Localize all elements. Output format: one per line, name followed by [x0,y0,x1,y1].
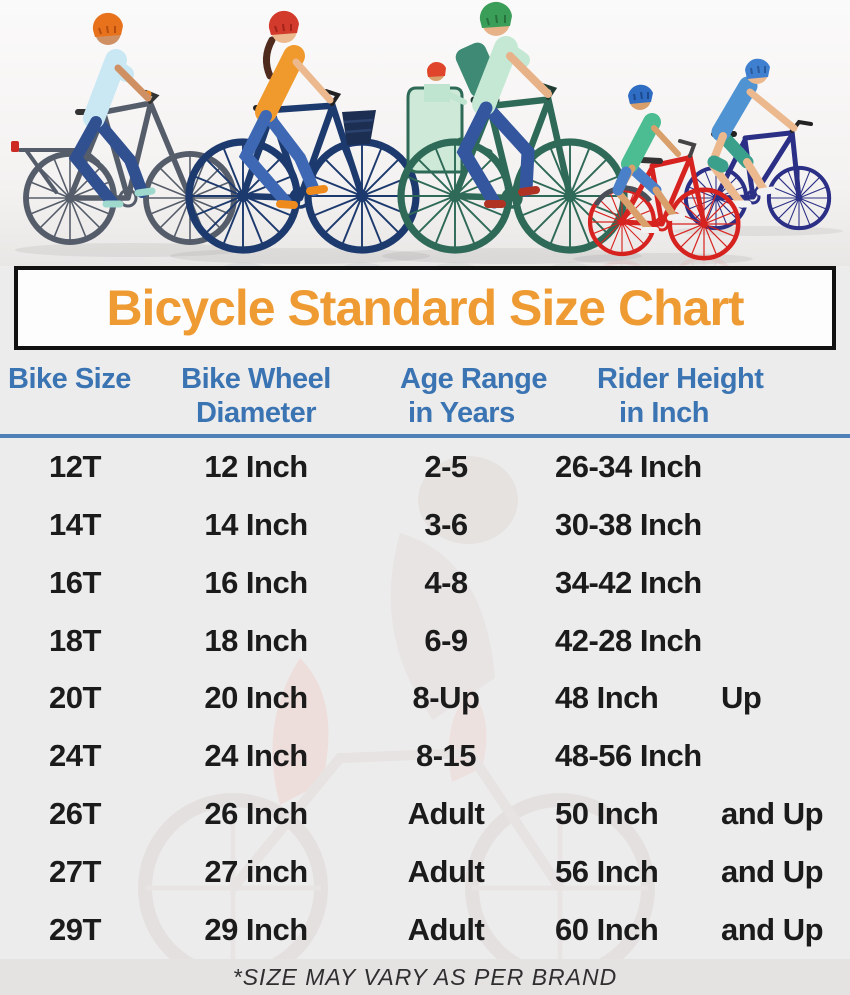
cyclist-blue-road-bike [686,58,829,228]
cyclist-teal-bike-with-child [401,1,624,250]
cell-rider-height: 26-34 Inch [555,448,702,484]
header-divider [0,434,850,438]
cyclist-red-kids-bike [590,84,738,258]
cell-wheel-diameter: 24 Inch [204,738,308,774]
header-line: Age Range [400,363,547,395]
cell-wheel-diameter: 14 Inch [204,506,308,542]
cell-age-range: 2-5 [424,448,468,484]
cell-bike-size: 27T [49,854,101,890]
table-row: 16T 16 Inch 4-8 34-42 Inch [0,554,850,612]
header-line: in Inch [619,397,709,429]
spacer [0,350,850,362]
footer-strip: *SIZE MAY VARY AS PER BRAND [0,959,850,995]
header-line: Bike Wheel [181,363,331,395]
cell-height-extra: Up [721,680,762,716]
cell-bike-size: 20T [49,680,101,716]
cell-rider-height: 42-28 Inch [555,622,702,658]
cell-rider-height: 48 Inch [555,680,659,716]
cell-height-extra: and Up [721,796,824,832]
table-row: 14T 14 Inch 3-6 30-38 Inch [0,496,850,554]
table-row: 24T 24 Inch 8-15 48-56 Inch [0,727,850,785]
size-table-body: 12T 12 Inch 2-5 26-34 Inch 14T 14 Inch 3… [0,438,850,959]
cell-age-range: 4-8 [424,564,468,600]
table-row: 12T 12 Inch 2-5 26-34 Inch [0,438,850,496]
table-row: 29T 29 Inch Adult 60 Inch and Up [0,901,850,959]
column-header-age-range: Age Range in Years [362,362,547,430]
header-line: in Years [408,397,515,429]
cell-age-range: Adult [407,796,485,832]
cell-wheel-diameter: 27 inch [204,854,308,890]
table-row: 20T 20 Inch 8-Up 48 Inch Up [0,670,850,728]
column-header-rider-height: Rider Height in Inch [530,362,764,430]
cell-bike-size: 14T [49,506,101,542]
cyclist-gray-bike [11,12,234,242]
title-box: Bicycle Standard Size Chart [14,266,836,350]
cell-wheel-diameter: 12 Inch [204,448,308,484]
cell-bike-size: 18T [49,622,101,658]
cell-wheel-diameter: 20 Inch [204,680,308,716]
cell-rider-height: 50 Inch [555,796,659,832]
cyclists-illustration [0,1,850,266]
header-line: Diameter [195,397,317,429]
cell-bike-size: 24T [49,738,101,774]
table-row: 26T 26 Inch Adult 50 Inch and Up [0,785,850,843]
header-line: Rider Height [597,363,764,395]
cell-wheel-diameter: 26 Inch [204,796,308,832]
cell-bike-size: 16T [49,564,101,600]
column-header-wheel-diameter: Bike Wheel Diameter [150,362,362,430]
cell-rider-height: 56 Inch [555,854,659,890]
cell-height-extra: and Up [721,912,824,948]
cell-bike-size: 12T [49,448,101,484]
cell-age-range: 8-Up [412,680,480,716]
header-line: Bike Size [8,363,131,395]
cell-bike-size: 26T [49,796,101,832]
cell-age-range: 6-9 [424,622,468,658]
cell-age-range: 3-6 [424,506,468,542]
cell-rider-height: 34-42 Inch [555,564,702,600]
cyclist-navy-bike-woman [189,10,416,250]
hero-illustration [0,0,850,266]
cell-rider-height: 48-56 Inch [555,738,702,774]
chart-title: Bicycle Standard Size Chart [106,280,744,336]
cell-age-range: Adult [407,854,485,890]
cell-bike-size: 29T [49,912,101,948]
table-header-row: Bike Size Bike Wheel Diameter Age Range … [0,362,850,434]
table-row: 18T 18 Inch 6-9 42-28 Inch [0,612,850,670]
footer-note: *SIZE MAY VARY AS PER BRAND [232,963,618,990]
column-header-bike-size: Bike Size [0,362,150,396]
cell-wheel-diameter: 16 Inch [204,564,308,600]
cell-wheel-diameter: 18 Inch [204,622,308,658]
table-row: 27T 27 inch Adult 56 Inch and Up [0,843,850,901]
cell-age-range: 8-15 [415,738,477,774]
cell-height-extra: and Up [721,854,824,890]
cell-wheel-diameter: 29 Inch [204,912,308,948]
cell-rider-height: 60 Inch [555,912,659,948]
cell-rider-height: 30-38 Inch [555,506,702,542]
cell-age-range: Adult [407,912,485,948]
